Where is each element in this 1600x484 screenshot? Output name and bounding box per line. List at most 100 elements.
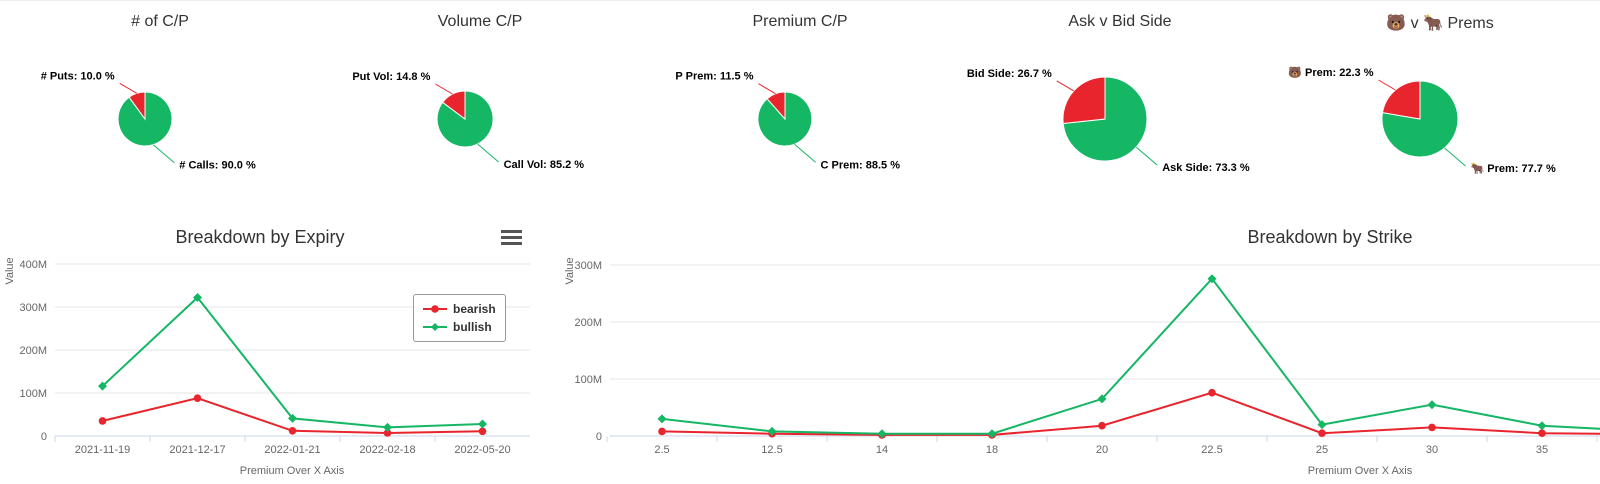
pie-panel-count-cp: # of C/P # Calls: 90.0 % # Puts: 10.0 % [0,1,320,211]
y-tick-label: 200M [19,345,47,357]
chart-context-menu-button[interactable] [501,230,522,245]
pie-panel-premium-cp: Premium C/P C Prem: 88.5 % P Prem: 11.5 % [640,1,960,211]
data-point-bullish[interactable] [767,426,777,436]
pie-slice[interactable] [441,90,466,120]
x-tick-label: 35 [1536,444,1548,456]
data-point-bearish[interactable] [478,427,487,436]
data-point-bearish[interactable] [98,417,107,425]
pie-title-ask-bid: Ask v Bid Side [1068,13,1172,30]
series-line-bearish[interactable] [661,391,1600,436]
pie-data-label: Call Vol: 85.2 % [504,159,585,171]
pie-panel-ask-bid: Ask v Bid Side Ask Side: 73.3 % Bid Side:… [960,1,1280,211]
data-point-bearish[interactable] [193,394,202,402]
pie-panel-bear-bull: 🐻 v 🐂 Prems 🐂 Prem: 77.7 % 🐻 Prem: 22.3 % [1280,1,1600,211]
pie-label-connector [1444,147,1466,167]
pie-label-connector [119,82,137,94]
legend-item-bearish[interactable]: bearish [423,300,496,318]
data-point-bullish[interactable] [1427,400,1437,410]
legend-item-bullish[interactable]: bullish [423,318,496,336]
data-point-bullish[interactable] [987,429,997,439]
pie-label-connector [435,83,453,95]
data-point-bullish[interactable] [657,414,667,424]
y-tick-label: 300M [574,260,602,272]
bearish-series-marker-icon [423,305,447,313]
x-tick-label: 30 [1426,444,1438,456]
y-tick-label: 400M [19,259,47,271]
x-tick-label: 22.5 [1201,444,1222,456]
pie-chart-ask-bid: Ask Side: 73.3 % Bid Side: 26.7 % [967,68,1250,174]
chart-title-expiry: Breakdown by Expiry [175,227,345,247]
pie-title-premium-cp: Premium C/P [752,13,848,30]
pie-data-label: C Prem: 88.5 % [821,159,901,171]
y-tick-label: 0 [596,431,602,443]
data-point-bullish[interactable] [1097,394,1107,404]
pie-label-connector [477,143,499,163]
series-line-bullish[interactable] [661,277,1600,435]
pie-slice[interactable] [766,91,786,121]
data-point-bullish[interactable] [193,293,202,302]
pie-data-label: 🐂 Prem: 77.7 % [1471,162,1556,175]
data-point-bullish[interactable] [98,381,107,391]
y-axis-title-expiry: Value [4,257,16,285]
pie-chart-volume-cp: Call Vol: 85.2 % Put Vol: 14.8 % [352,71,585,171]
y-tick-label: 200M [574,317,602,329]
line-panel-strike: 0 100M 200M 300M 2.5 12.5 14 18 20 22.5 25 30 35 Bre… [545,211,1600,484]
chart-title-strike: Breakdown by Strike [1247,227,1413,247]
x-tick-label: 25 [1316,444,1328,456]
pie-data-label: Put Vol: 14.8 % [352,71,430,83]
x-tick-label: 2022-02-18 [359,444,415,456]
pie-chart-count-cp: # Calls: 90.0 % # Puts: 10.0 % [41,70,256,172]
line-chart-expiry: 0 100M 200M 300M 400M 2021-11-19 2021-12-17 202… [19,259,530,456]
x-tick-label: 2021-12-17 [169,444,225,456]
data-point-bearish[interactable] [1428,423,1436,432]
x-tick-label: 12.5 [761,444,782,456]
data-point-bullish[interactable] [288,413,297,423]
line-chart-strike: 0 100M 200M 300M 2.5 12.5 14 18 20 22.5 25 30 35 [574,260,1600,456]
data-point-bullish[interactable] [383,422,392,432]
pie-panel-volume-cp: Volume C/P Call Vol: 85.2 % Put Vol: 14.8… [320,1,640,211]
pie-slice[interactable] [1062,76,1106,125]
legend-label-bullish: bullish [453,320,492,334]
data-point-bullish[interactable] [478,419,487,429]
x-tick-label: 18 [986,444,998,456]
pie-title-count-cp: # of C/P [131,13,189,30]
data-point-bearish[interactable] [288,427,297,435]
data-point-bullish[interactable] [1537,421,1547,431]
x-tick-label: 14 [876,444,888,456]
hamburger-icon [501,242,522,245]
pie-label-connector [152,144,175,164]
y-tick-label: 100M [19,388,47,400]
data-point-bullish[interactable] [1207,274,1217,284]
pie-slice[interactable] [1381,80,1421,120]
pie-label-connector [1378,79,1396,91]
y-axis-title-strike: Value [564,257,576,285]
pie-data-label: Bid Side: 26.7 % [967,68,1052,80]
data-point-bearish[interactable] [383,429,392,437]
legend-label-bearish: bearish [453,302,496,316]
hamburger-icon [501,236,522,239]
x-axis-title-strike: Premium Over X Axis [1307,465,1413,477]
data-point-bearish[interactable] [1318,429,1326,437]
pie-chart-premium-cp: C Prem: 88.5 % P Prem: 11.5 % [675,71,901,172]
pie-data-label: 🐻 Prem: 22.3 % [1288,65,1373,79]
pie-slice[interactable] [1381,80,1459,158]
data-point-bearish[interactable] [658,427,666,436]
x-tick-label: 2021-11-19 [75,444,130,456]
data-point-bearish[interactable] [1098,421,1106,430]
bullish-series-marker-icon [423,323,447,331]
pie-label-connector [1135,146,1158,166]
data-point-bullish[interactable] [1317,420,1327,430]
y-tick-label: 300M [19,302,47,314]
data-point-bearish[interactable] [1538,429,1546,437]
x-axis-title-expiry: Premium Over X Axis [239,465,345,477]
data-point-bearish[interactable] [1208,388,1216,397]
y-tick-label: 100M [574,374,602,386]
pie-label-connector [758,83,776,95]
x-tick-label: 20 [1096,444,1108,456]
pie-data-label: # Calls: 90.0 % [179,160,256,172]
line-panel-expiry: 0 100M 200M 300M 400M 2021-11-19 2021-12-17 202… [0,211,545,484]
pie-title-bear-bull: 🐻 v 🐂 Prems [1386,15,1494,32]
data-point-bullish[interactable] [877,429,887,439]
pie-chart-bear-bull: 🐂 Prem: 77.7 % 🐻 Prem: 22.3 % [1288,65,1556,175]
pie-data-label: Ask Side: 73.3 % [1162,162,1250,174]
